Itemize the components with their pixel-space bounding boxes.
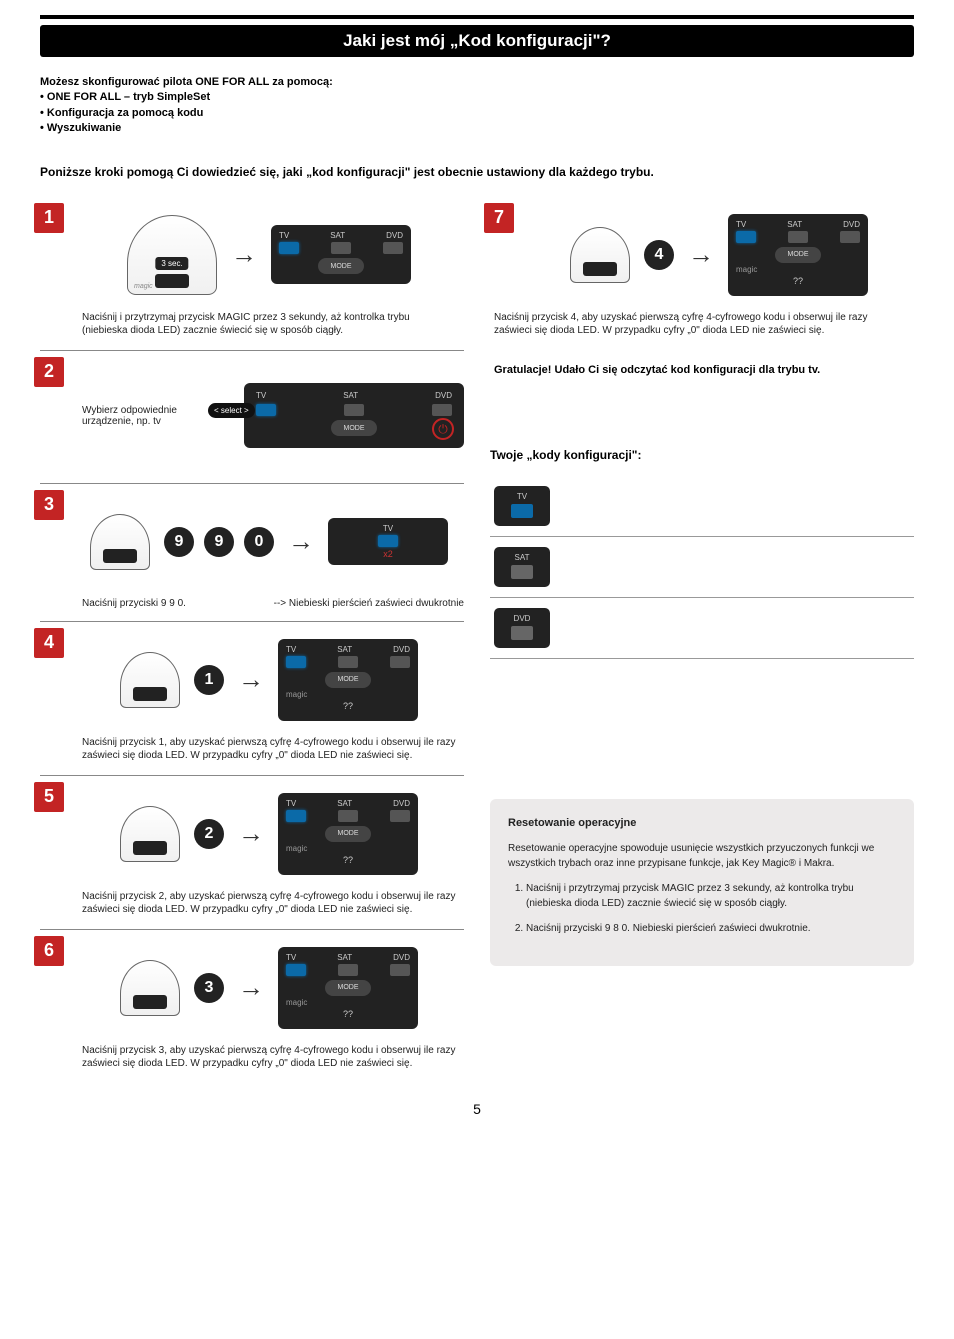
question-label: ?? (286, 701, 410, 711)
remote-tip-icon (120, 806, 180, 862)
step-4-caption: Naciśnij przycisk 1, aby uzyskać pierwsz… (40, 736, 464, 763)
step-3-caption: Naciśnij przyciski 9 9 0. (82, 598, 186, 609)
congratulations-text: Gratulacje! Udało Ci się odczytać kod ko… (494, 364, 914, 376)
dvd-chip-icon: DVD (494, 608, 550, 648)
digit-4-icon: 4 (644, 240, 674, 270)
arrow-icon: → (288, 526, 314, 557)
mode-panel-icon: TV SAT DVD MODE magic ?? (278, 793, 418, 875)
step-3-caption-right: --> Niebieski pierścień zaświeci dwukrot… (274, 598, 464, 609)
mode-panel-icon: TV SAT DVD MODE magic ?? (728, 214, 868, 296)
code-slot-sat: SAT (490, 537, 914, 598)
digit-9-icon: 9 (204, 527, 234, 557)
arrow-icon: → (231, 239, 257, 270)
right-column: 7 4 → TV SAT DVD MODE magic ?? Naciśni (490, 197, 914, 1083)
step-5-caption: Naciśnij przycisk 2, aby uzyskać pierwsz… (40, 890, 464, 917)
sat-label: SAT (330, 231, 345, 240)
tv-label: TV (279, 231, 289, 240)
remote-tip-icon: magic 3 sec. (127, 215, 217, 295)
reset-box: Resetowanie operacyjne Resetowanie opera… (490, 799, 914, 967)
reset-step-1: Naciśnij i przytrzymaj przycisk MAGIC pr… (526, 881, 896, 911)
arrow-icon: → (238, 972, 264, 1003)
step-1: 1 magic 3 sec. → TV SAT DVD MODE Naci (40, 197, 464, 351)
remote-tip-icon (570, 227, 630, 283)
step-2-number: 2 (34, 357, 64, 387)
digit-2-icon: 2 (194, 819, 224, 849)
step-5: 5 2 → TV SAT DVD MODE magic ?? Naciśni (40, 776, 464, 930)
intro-bullet-2: • Konfiguracja za pomocą kodu (40, 106, 914, 121)
tv-chip-icon: TV (494, 486, 550, 526)
step-6: 6 3 → TV SAT DVD MODE magic ?? Naciśni (40, 930, 464, 1083)
page-banner: Jaki jest mój „Kod konfiguracji"? (40, 25, 914, 57)
step-7: 7 4 → TV SAT DVD MODE magic ?? Naciśni (490, 197, 914, 388)
step-1-number: 1 (34, 203, 64, 233)
code-slot-tv: TV (490, 476, 914, 537)
digit-0-icon: 0 (244, 527, 274, 557)
step-3: 3 9 9 0 → TV x2 Naciśnij przyciski 9 9 0… (40, 484, 464, 622)
blink-twice-panel-icon: TV x2 (328, 518, 448, 565)
step-3-number: 3 (34, 490, 64, 520)
sat-chip-icon: SAT (494, 547, 550, 587)
magic-label: magic (134, 283, 153, 290)
step-4-number: 4 (34, 628, 64, 658)
x2-label: x2 (334, 549, 442, 559)
step-2: 2 Wybierz odpowiednie urządzenie, np. tv… (40, 351, 464, 484)
remote-tip-icon (120, 652, 180, 708)
intro-block: Możesz skonfigurować pilota ONE FOR ALL … (40, 75, 914, 179)
code-slot-dvd: DVD (490, 598, 914, 659)
device-select-panel-icon: < select > TV SAT DVD MODE ⏻ (244, 383, 464, 448)
intro-line: Możesz skonfigurować pilota ONE FOR ALL … (40, 75, 914, 90)
reset-step-2: Naciśnij przyciski 9 8 0. Niebieski pier… (526, 921, 896, 936)
select-bubble: < select > (208, 403, 255, 418)
dvd-label: DVD (386, 231, 403, 240)
mode-panel-icon: TV SAT DVD MODE (271, 225, 411, 284)
remote-tip-icon (120, 960, 180, 1016)
page-number: 5 (40, 1101, 914, 1117)
remote-tip-icon (90, 514, 150, 570)
digit-9-icon: 9 (164, 527, 194, 557)
left-column: 1 magic 3 sec. → TV SAT DVD MODE Naci (40, 197, 464, 1083)
step-5-number: 5 (34, 782, 64, 812)
digit-3-icon: 3 (194, 973, 224, 1003)
digit-1-icon: 1 (194, 665, 224, 695)
step-6-caption: Naciśnij przycisk 3, aby uzyskać pierwsz… (40, 1044, 464, 1071)
arrow-icon: → (688, 239, 714, 270)
intro-bullet-1: • ONE FOR ALL – tryb SimpleSet (40, 90, 914, 105)
step-1-caption: Naciśnij i przytrzymaj przycisk MAGIC pr… (40, 311, 464, 338)
hold-3sec-badge: 3 sec. (155, 257, 188, 270)
top-rule (40, 15, 914, 19)
mode-button-icon: MODE (318, 258, 364, 274)
arrow-icon: → (238, 664, 264, 695)
power-icon: ⏻ (432, 418, 454, 440)
intro-sub: Poniższe kroki pomogą Ci dowiedzieć się,… (40, 165, 914, 179)
step-6-number: 6 (34, 936, 64, 966)
arrow-icon: → (238, 818, 264, 849)
step-7-number: 7 (484, 203, 514, 233)
mode-button-icon: MODE (331, 420, 377, 436)
step-4: 4 1 → TV SAT DVD MODE magic ?? Naciśni (40, 622, 464, 776)
reset-title: Resetowanie operacyjne (508, 815, 896, 832)
codes-title: Twoje „kody konfiguracji": (490, 448, 914, 462)
intro-bullet-3: • Wyszukiwanie (40, 121, 914, 136)
step-2-caption: Wybierz odpowiednie urządzenie, np. tv (82, 405, 192, 427)
step-7-caption: Naciśnij przycisk 4, aby uzyskać pierwsz… (490, 311, 914, 338)
mode-panel-icon: TV SAT DVD MODE magic ?? (278, 639, 418, 721)
reset-body: Resetowanie operacyjne spowoduje usunięc… (508, 841, 896, 871)
mode-panel-icon: TV SAT DVD MODE magic ?? (278, 947, 418, 1029)
